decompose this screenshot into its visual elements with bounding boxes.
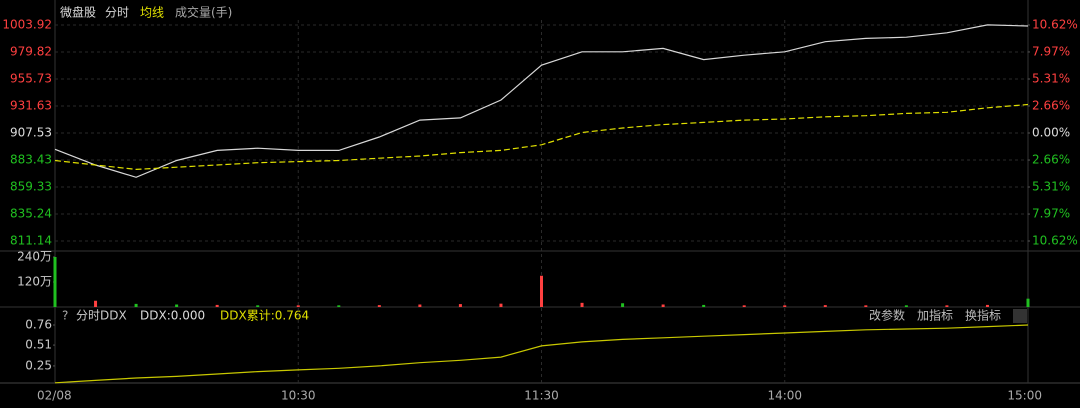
y-tick-label: 120万 [17, 275, 52, 289]
y2-tick-label: 2.66% [1032, 98, 1070, 112]
volume-bar [621, 303, 625, 307]
volume-bar [1026, 298, 1030, 307]
y-tick-label: 0.51 [25, 338, 52, 352]
y-tick-label: 931.63 [10, 98, 52, 112]
y-tick-label: 1003.92 [2, 18, 52, 32]
y-tick-label: 0.76 [25, 318, 52, 332]
volume-bar [377, 305, 381, 307]
y-tick-label: 811.14 [10, 234, 52, 248]
volume-bar [783, 305, 787, 307]
indicator-value: DDX累计:0.764 [220, 309, 309, 323]
legend-entry: 均线 [140, 6, 164, 20]
volume-bar [256, 305, 260, 307]
volume-bar [823, 305, 827, 307]
volume-bar [904, 305, 908, 307]
y-tick-label: 0.25 [25, 358, 52, 372]
volume-bar [661, 304, 665, 307]
volume-bar [215, 304, 219, 307]
volume-bar [985, 304, 989, 307]
volume-bar [499, 303, 503, 307]
indicator-button[interactable]: 换指标 [965, 308, 1001, 323]
volume-bar [580, 302, 584, 307]
legend-entry: 分时 [105, 6, 129, 20]
close-button[interactable] [1013, 309, 1027, 323]
volume-bar [337, 305, 341, 307]
indicator-button[interactable]: 加指标 [917, 308, 953, 323]
volume-bar [53, 257, 57, 307]
volume-bar [742, 305, 746, 307]
x-tick-label: 10:30 [281, 389, 316, 403]
y-tick-label: 979.82 [10, 45, 52, 59]
x-tick-label: 11:30 [524, 389, 559, 403]
y-tick-label: 907.53 [10, 126, 52, 140]
y2-tick-label: 10.62% [1032, 18, 1078, 32]
volume-bar [540, 275, 543, 307]
x-tick-label: 14:00 [767, 389, 802, 403]
y2-tick-label: 2.66% [1032, 153, 1070, 167]
panel-title: 成交量(手) [175, 5, 232, 20]
chart-title: 微盘股 [60, 5, 96, 20]
y-tick-label: 859.33 [10, 180, 52, 194]
volume-bar [458, 304, 462, 307]
series-line [54, 24, 1029, 178]
volume-bar [134, 303, 138, 307]
series-line [54, 324, 1029, 384]
y2-tick-label: 7.97% [1032, 207, 1070, 221]
y-tick-label: 955.73 [10, 71, 52, 85]
y2-tick-label: 5.31% [1032, 72, 1070, 86]
indicator-button[interactable]: 改参数 [869, 308, 905, 323]
volume-bar [418, 304, 422, 307]
volume-bar [296, 305, 300, 307]
y2-tick-label: 5.31% [1032, 180, 1070, 194]
volume-bar [864, 305, 868, 307]
y2-tick-label: 10.62% [1032, 234, 1078, 248]
y-tick-label: 883.43 [10, 153, 52, 167]
panel-title: 分时DDX [76, 309, 127, 323]
indicator-value: DDX:0.000 [140, 309, 205, 323]
y-tick-label: 835.24 [10, 206, 52, 220]
volume-bar [945, 305, 949, 307]
series-line [54, 103, 1029, 171]
x-tick-label: 02/08 [37, 389, 72, 403]
x-tick-label: 15:00 [1007, 389, 1042, 403]
volume-bar [702, 304, 706, 307]
help-icon[interactable]: ? [62, 309, 68, 323]
volume-bar [94, 300, 98, 307]
y2-tick-label: 0.00% [1032, 126, 1070, 140]
volume-bar [175, 304, 179, 307]
y2-tick-label: 7.97% [1032, 44, 1070, 58]
y-tick-label: 240万 [17, 250, 52, 264]
